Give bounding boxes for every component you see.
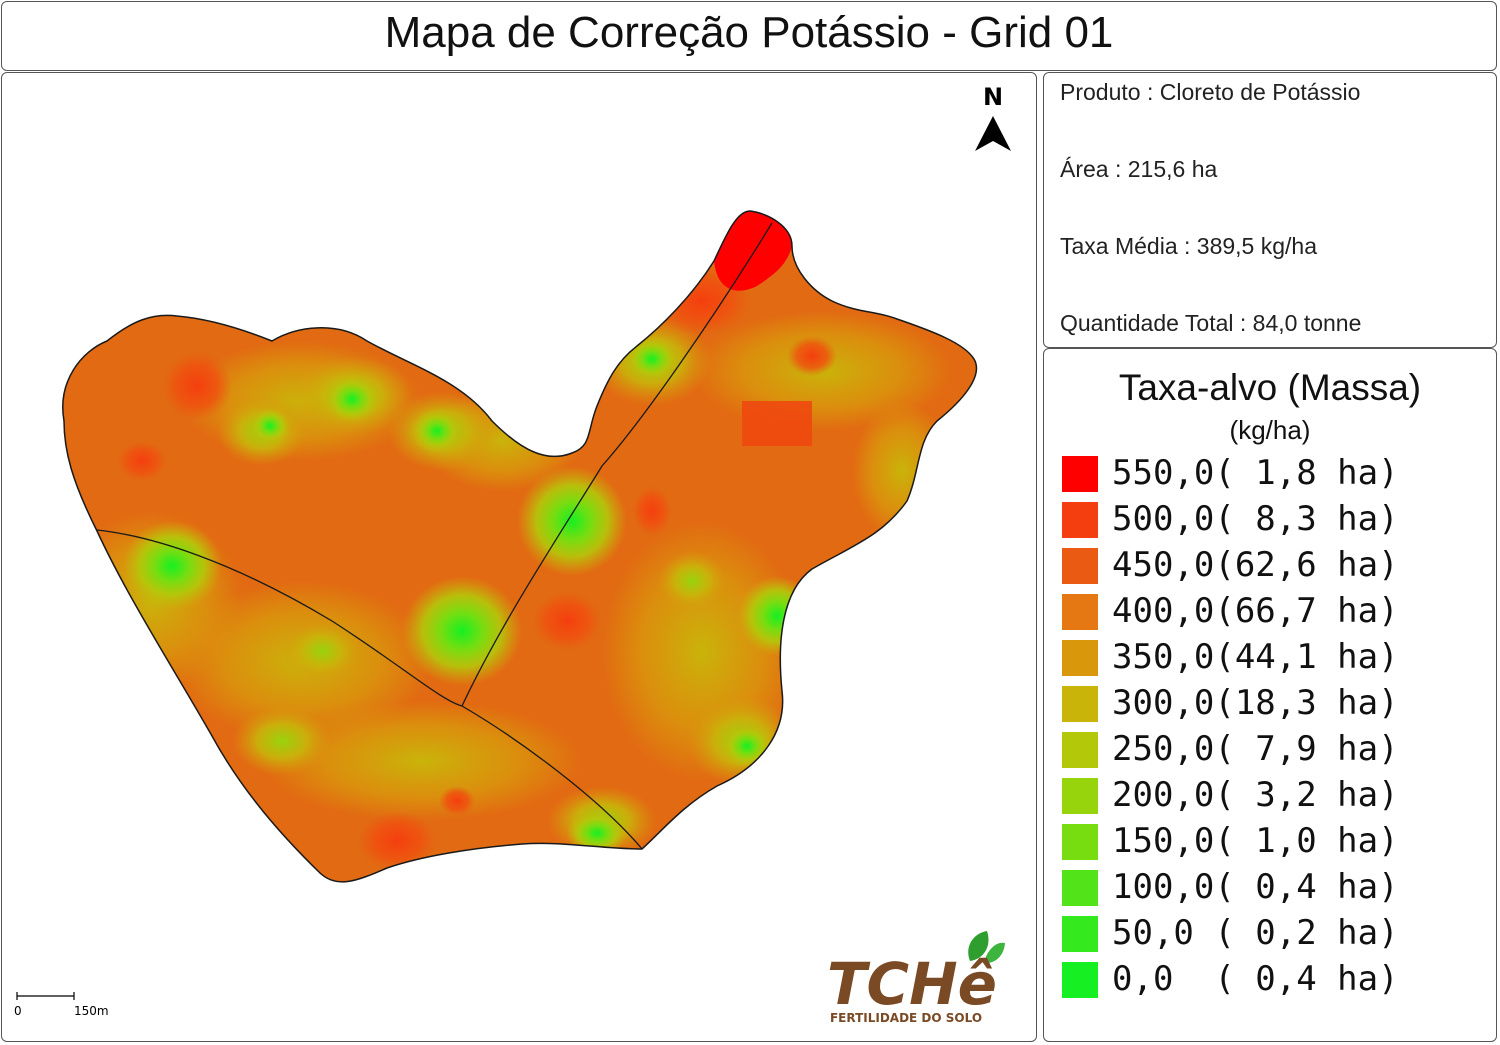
field-boundary (62, 210, 978, 883)
legend-item: 350,0(44,1 ha) (1060, 637, 1490, 677)
legend-label: 100,0( 0,4 ha) (1112, 867, 1399, 907)
logo-subtitle: FERTILIDADE DO SOLO (830, 1011, 982, 1025)
area-info: Área : 215,6 ha (1060, 156, 1218, 182)
legend-label: 500,0( 8,3 ha) (1112, 499, 1399, 539)
scale-start-label: 0 (14, 1004, 22, 1018)
legend-label: 350,0(44,1 ha) (1112, 637, 1399, 677)
legend-label: 200,0( 3,2 ha) (1112, 775, 1399, 815)
legend-item: 50,0 ( 0,2 ha) (1060, 913, 1490, 953)
product-info: Produto : Cloreto de Potássio (1060, 79, 1361, 105)
total-quantity-info: Quantidade Total : 84,0 tonne (1060, 310, 1362, 336)
legend-swatch (1062, 502, 1098, 538)
legend-swatch (1062, 778, 1098, 814)
legend-item: 450,0(62,6 ha) (1060, 545, 1490, 585)
legend-item: 500,0( 8,3 ha) (1060, 499, 1490, 539)
title-panel: Mapa de Correção Potássio - Grid 01 (1, 1, 1497, 71)
legend-item: 0,0 ( 0,4 ha) (1060, 959, 1490, 999)
legend-label: 300,0(18,3 ha) (1112, 683, 1399, 723)
scale-end-label: 150m (74, 1004, 109, 1018)
info-panel: Produto : Cloreto de Potássio Área : 215… (1043, 72, 1497, 348)
map-title: Mapa de Correção Potássio - Grid 01 (384, 8, 1114, 57)
legend-label: 550,0( 1,8 ha) (1112, 453, 1399, 493)
legend-label: 400,0(66,7 ha) (1112, 591, 1399, 631)
legend-item: 200,0( 3,2 ha) (1060, 775, 1490, 815)
legend-label: 450,0(62,6 ha) (1112, 545, 1399, 585)
legend-label: 150,0( 1,0 ha) (1112, 821, 1399, 861)
legend-item: 100,0( 0,4 ha) (1060, 867, 1490, 907)
north-arrow-icon: N (975, 83, 1011, 151)
legend-swatch (1062, 824, 1098, 860)
logo-name: TCHê (827, 950, 997, 1018)
field-map[interactable]: N 0 150m TCHê FERTILIDADE DO SOLO (2, 73, 1037, 1042)
division-line-right (461, 222, 773, 707)
legend-swatch (1062, 962, 1098, 998)
legend-swatch (1062, 870, 1098, 906)
legend-title: Taxa-alvo (Massa) (1118, 367, 1422, 408)
legend-label: 0,0 ( 0,4 ha) (1112, 959, 1399, 999)
average-rate-info: Taxa Média : 389,5 kg/ha (1060, 233, 1317, 259)
legend-swatch (1062, 640, 1098, 676)
legend-unit: (kg/ha) (1229, 415, 1311, 445)
legend-panel: Taxa-alvo (Massa) (kg/ha) 550,0( 1,8 ha)… (1043, 348, 1497, 1042)
legend-item: 150,0( 1,0 ha) (1060, 821, 1490, 861)
scale-bar: 0 150m (14, 992, 109, 1018)
legend-item: 250,0( 7,9 ha) (1060, 729, 1490, 769)
legend-swatch (1062, 916, 1098, 952)
legend-swatch (1062, 548, 1098, 584)
legend-item: 300,0(18,3 ha) (1060, 683, 1490, 723)
legend-label: 50,0 ( 0,2 ha) (1112, 913, 1399, 953)
company-logo: TCHê FERTILIDADE DO SOLO (827, 931, 1005, 1025)
legend-item: 400,0(66,7 ha) (1060, 591, 1490, 631)
map-panel[interactable]: N 0 150m TCHê FERTILIDADE DO SOLO (1, 72, 1037, 1042)
legend-swatch (1062, 594, 1098, 630)
legend-swatch (1062, 456, 1098, 492)
legend-label: 250,0( 7,9 ha) (1112, 729, 1399, 769)
division-line-left (96, 529, 643, 850)
legend-swatch (1062, 732, 1098, 768)
legend-swatch (1062, 686, 1098, 722)
north-label: N (983, 83, 1003, 111)
legend-item: 550,0( 1,8 ha) (1060, 453, 1490, 493)
